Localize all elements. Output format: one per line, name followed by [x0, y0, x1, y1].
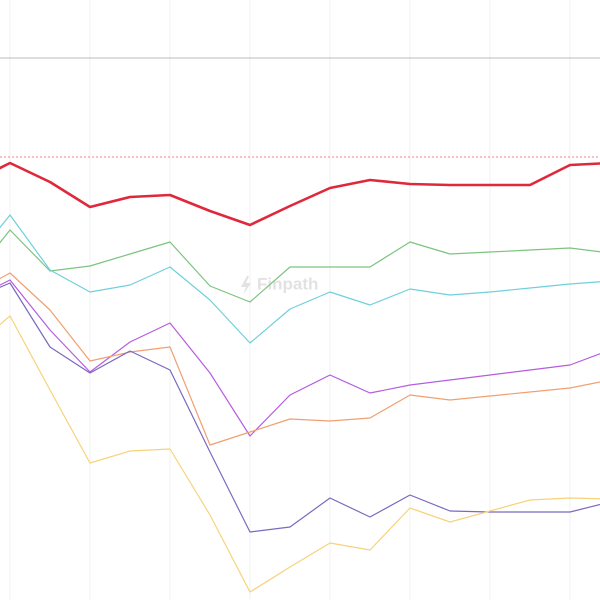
- series-line: [0, 315, 600, 593]
- series-line: [0, 161, 600, 227]
- grid: [9, 0, 571, 600]
- watermark: Finpath: [241, 274, 318, 295]
- series-line: [0, 279, 600, 437]
- series-line: [0, 282, 600, 533]
- series-line: [0, 229, 600, 303]
- watermark-icon: [241, 276, 251, 295]
- series-line: [0, 214, 600, 344]
- series-line: [0, 272, 600, 446]
- watermark-text: Finpath: [257, 274, 318, 293]
